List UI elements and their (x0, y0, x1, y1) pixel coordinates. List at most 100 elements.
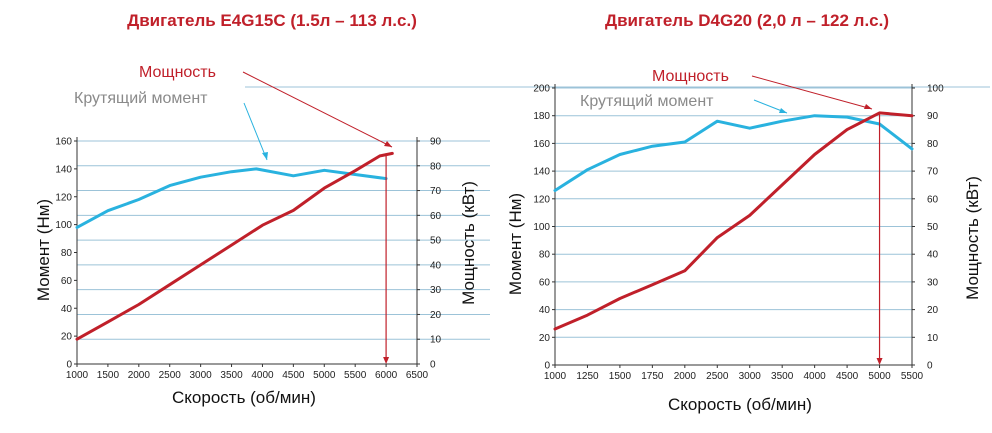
x-tick-label: 1500 (97, 370, 120, 381)
x-tick-label: 5500 (901, 371, 924, 382)
power-line (75, 151, 394, 341)
x-tick-label: 2500 (706, 371, 729, 382)
chart2-x-ticks: 1000 1250 1500 1750 2000 2500 3000 3500 4000 4500… (544, 365, 924, 382)
y-right-tick-label: 20 (927, 305, 939, 316)
chart1-axes (76, 137, 418, 365)
chart2-torque-annotation: Крутящий момент (580, 93, 714, 110)
chart2-power-annotation: Мощность (652, 68, 729, 85)
chart1-power-pointer-arrowhead (384, 141, 392, 147)
y-left-tick-label: 0 (66, 360, 72, 371)
chart1-y-left-ticks: 0 20 40 60 80 100 120 140 160 (55, 137, 77, 371)
y-right-tick-label: 90 (927, 111, 939, 122)
y-right-tick-label: 30 (430, 285, 442, 296)
x-tick-label: 3500 (220, 370, 243, 381)
x-tick-label: 3500 (771, 371, 794, 382)
x-tick-label: 1000 (544, 371, 567, 382)
x-tick-label: 5500 (344, 370, 367, 381)
chart2-title: Двигатель D4G20 (2,0 л – 122 л.с.) (605, 11, 889, 30)
y-right-tick-label: 80 (927, 139, 939, 150)
y-right-tick-label: 70 (430, 186, 442, 197)
y-left-tick-label: 140 (55, 164, 72, 175)
y-right-tick-label: 10 (430, 335, 442, 346)
x-tick-label: 2000 (128, 370, 151, 381)
y-left-tick-label: 140 (533, 167, 550, 178)
y-right-tick-label: 50 (430, 236, 442, 247)
peak-power-marker-arrowhead (383, 357, 390, 364)
y-right-tick-label: 50 (927, 222, 939, 233)
x-tick-label: 2000 (674, 371, 697, 382)
chart2-axes (554, 84, 913, 366)
chart1-marker (383, 153, 390, 364)
torque-line (75, 167, 388, 229)
x-tick-label: 4000 (251, 370, 274, 381)
y-right-tick-label: 30 (927, 277, 939, 288)
x-tick-label: 1750 (641, 371, 664, 382)
chart2-marker (876, 112, 883, 365)
y-right-tick-label: 40 (430, 260, 442, 271)
y-right-tick-label: 100 (927, 84, 944, 95)
y-left-tick-label: 120 (55, 192, 72, 203)
power-line (553, 111, 914, 331)
chart2-y-left-ticks: 0 20 40 60 80 100 120 140 160 180 200 (533, 84, 555, 372)
y-left-tick-label: 180 (533, 111, 550, 122)
chart2-series (553, 111, 914, 331)
chart-e4g15c: Двигатель E4G15C (1.5л – 113 л.с.) 1000 1… (34, 11, 490, 407)
chart1-series (75, 151, 394, 341)
y-right-tick-label: 70 (927, 167, 939, 178)
y-left-tick-label: 80 (61, 248, 73, 259)
y-right-tick-label: 0 (430, 360, 436, 371)
x-tick-label: 1500 (609, 371, 632, 382)
chart1-x-label: Скорость (об/мин) (172, 388, 316, 407)
y-right-tick-label: 10 (927, 333, 939, 344)
y-left-tick-label: 100 (533, 222, 550, 233)
x-tick-label: 1000 (66, 370, 89, 381)
chart2-y-left-label: Момент (Нм) (506, 193, 525, 295)
chart2-torque-pointer-arrowhead (779, 108, 787, 113)
y-left-tick-label: 20 (539, 333, 551, 344)
x-tick-label: 3000 (739, 371, 762, 382)
chart2-y-right-ticks: 0 10 20 30 40 50 60 70 80 90 100 (912, 84, 944, 372)
chart1-torque-pointer (243, 102, 268, 161)
chart-d4g20: Двигатель D4G20 (2,0 л – 122 л.с.) 1000 1… (506, 11, 982, 414)
y-right-tick-label: 40 (927, 250, 939, 261)
y-left-tick-label: 80 (539, 250, 551, 261)
chart1-torque-annotation: Крутящий момент (74, 90, 208, 107)
y-right-tick-label: 80 (430, 161, 442, 172)
chart1-y-right-label: Мощность (кВт) (459, 181, 478, 305)
x-tick-label: 5000 (868, 371, 891, 382)
y-left-tick-label: 60 (61, 276, 73, 287)
x-tick-label: 1250 (576, 371, 599, 382)
x-tick-label: 5000 (313, 370, 336, 381)
torque-line (553, 114, 914, 192)
y-left-tick-label: 120 (533, 194, 550, 205)
x-tick-label: 4000 (804, 371, 827, 382)
y-right-tick-label: 20 (430, 310, 442, 321)
chart1-torque-pointer-arrowhead (262, 152, 268, 160)
y-left-tick-label: 40 (539, 305, 551, 316)
y-left-tick-label: 200 (533, 84, 550, 95)
peak-power-marker-arrowhead (876, 358, 883, 365)
chart1-x-ticks: 1000 1500 2000 2500 3000 3500 4000 4500 5000 5500… (66, 364, 429, 381)
x-tick-label: 4500 (836, 371, 859, 382)
chart1-gridlines (77, 140, 490, 340)
y-left-tick-label: 160 (533, 139, 550, 150)
y-left-tick-label: 40 (61, 304, 73, 315)
chart2-power-pointer-arrowhead (864, 104, 872, 109)
chart1-power-annotation: Мощность (139, 64, 216, 81)
y-left-tick-label: 60 (539, 277, 551, 288)
x-tick-label: 6500 (406, 370, 429, 381)
x-tick-label: 6000 (375, 370, 398, 381)
y-right-tick-label: 60 (927, 194, 939, 205)
y-right-tick-label: 0 (927, 361, 933, 372)
chart1-y-left-label: Момент (Нм) (34, 199, 53, 301)
x-tick-label: 3000 (190, 370, 213, 381)
y-right-tick-label: 60 (430, 211, 442, 222)
chart1-y-right-ticks: 0 10 20 30 40 50 60 70 80 90 (417, 137, 442, 371)
x-tick-label: 4500 (282, 370, 305, 381)
x-tick-label: 2500 (159, 370, 182, 381)
y-left-tick-label: 100 (55, 220, 72, 231)
chart2-x-label: Скорость (об/мин) (668, 395, 812, 414)
chart1-power-pointer (242, 71, 393, 148)
y-left-tick-label: 20 (61, 332, 73, 343)
